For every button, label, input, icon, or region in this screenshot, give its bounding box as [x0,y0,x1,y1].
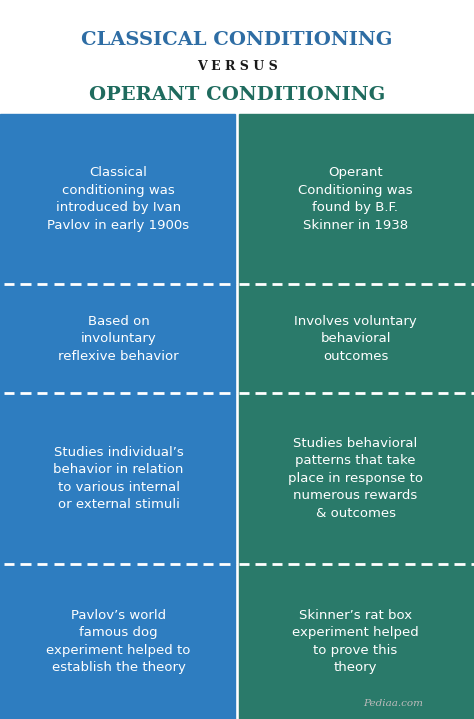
Bar [238,114,474,284]
Text: V E R S U S: V E R S U S [197,60,277,73]
Text: OPERANT CONDITIONING: OPERANT CONDITIONING [89,86,385,104]
Text: Pediaa.com: Pediaa.com [364,699,423,707]
Bar [238,393,474,564]
Bar [0,284,235,393]
Bar [0,393,235,564]
Text: Operant
Conditioning was
found by B.F.
Skinner in 1938: Operant Conditioning was found by B.F. S… [298,166,413,232]
Text: Skinner’s rat box
experiment helped
to prove this
theory: Skinner’s rat box experiment helped to p… [292,609,419,674]
Bar [238,284,474,393]
Text: Studies behavioral
patterns that take
place in response to
numerous rewards
& ou: Studies behavioral patterns that take pl… [288,437,423,520]
Bar [0,114,235,284]
Text: Pavlov’s world
famous dog
experiment helped to
establish the theory: Pavlov’s world famous dog experiment hel… [46,609,191,674]
Text: CLASSICAL CONDITIONING: CLASSICAL CONDITIONING [82,30,392,49]
Text: Studies individual’s
behavior in relation
to various internal
or external stimul: Studies individual’s behavior in relatio… [53,446,184,511]
Bar [238,564,474,719]
Text: Based on
involuntary
reflexive behavior: Based on involuntary reflexive behavior [58,315,179,362]
Bar [0,0,474,114]
Text: Classical
conditioning was
introduced by Ivan
Pavlov in early 1900s: Classical conditioning was introduced by… [47,166,190,232]
Text: Involves voluntary
behavioral
outcomes: Involves voluntary behavioral outcomes [294,315,417,362]
Bar [0,564,235,719]
